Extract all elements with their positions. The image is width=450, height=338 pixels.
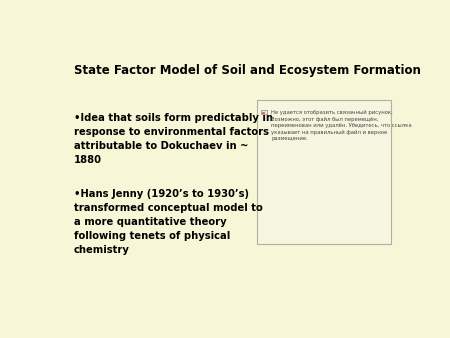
FancyBboxPatch shape — [257, 100, 391, 244]
Text: •Hans Jenny (1920’s to 1930’s)
transformed conceptual model to
a more quantitati: •Hans Jenny (1920’s to 1930’s) transform… — [74, 189, 262, 255]
Text: •Idea that soils form predictably in
response to environmental factors
attributa: •Idea that soils form predictably in res… — [74, 114, 273, 165]
Text: Не удается отобразить связанный рисунок.
Возможно, этот файл был перемещён,
пере: Не удается отобразить связанный рисунок.… — [271, 110, 412, 141]
FancyBboxPatch shape — [261, 112, 264, 114]
FancyBboxPatch shape — [261, 110, 267, 114]
Text: State Factor Model of Soil and Ecosystem Formation: State Factor Model of Soil and Ecosystem… — [74, 64, 421, 77]
